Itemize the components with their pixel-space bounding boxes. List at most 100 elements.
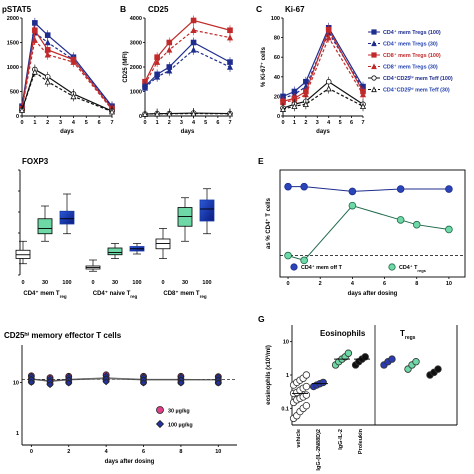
data-point-cd4mem100 [44,32,51,38]
y-tick-label: 60 [274,55,280,61]
y-tick-label: 20 [274,94,280,100]
data-point-dose100 [177,379,185,387]
data-point-cd4mem30 [190,46,197,53]
legend-marker [371,75,377,81]
x-tick-label: 1 [293,120,296,126]
dose-tick-label: 30 [42,280,48,286]
x-tick-label: 0 [30,449,33,455]
box-1-30 [107,247,123,256]
x-tick-label: 10 [215,449,221,455]
x-tick-label: 0 [281,120,284,126]
x-tick-label: 5 [339,120,342,126]
treg-point-2 [434,365,442,373]
x-tick-label: 4 [192,120,196,126]
data-point-cd4mem30 [226,63,234,70]
legend-label-memoff: CD4⁺ mem off T [301,264,343,271]
y-tick-label: 100 [271,16,280,22]
data-point-cd4memoff [348,187,357,196]
y-axis-label: eosinophils (x10³/ml) [265,345,272,405]
y-tick-label: 2000 [7,16,19,22]
x-tick-label: 10 [446,281,452,287]
panel-title: FOXP3 [22,157,49,166]
panel-label-e: E [258,156,264,166]
data-point-teff30 [190,110,197,117]
data-point-dose100 [214,379,222,387]
data-point-cd4mem30 [141,84,149,91]
legend-marker-dose30 [156,406,164,414]
x-axis-label: days [316,129,330,135]
x-tick-label: 6 [216,120,219,126]
panel-title: pSTAT5 [2,5,32,14]
eos-point-0 [302,401,311,410]
legend-label-teff100: CD4⁺CD25ʰⁱ mem Teff (100) [383,75,453,82]
legend-marker [371,29,377,35]
data-point-teff30 [325,85,332,92]
data-point-cd4mem100 [32,20,38,26]
plot-frame [279,169,466,278]
legend-label-cd4mem100: CD4⁺ mem Tregs (100) [383,29,441,36]
legend-label-cd4mem30: CD4⁺ mem Tregs (30) [383,41,438,48]
group-label: CD8⁺ mem Treg [163,290,206,299]
dose-tick-label: 100 [202,280,211,286]
panel-title-left: Eosinophils [320,329,366,338]
data-point-teff30 [141,110,149,117]
data-point-teff30 [279,105,287,112]
y-tick-label: 0.1 [281,406,289,412]
data-point-cd4mem30 [154,73,161,80]
x-tick-label: 7 [361,120,364,126]
x-tick-label: 4 [72,120,76,126]
x-tick-label: 6 [383,281,386,287]
data-point-cd4memoff [445,185,453,193]
legend-marker [371,52,377,58]
box-0-100 [59,210,75,225]
legend-label-dose100: 100 µg/kg [168,423,193,429]
y-tick-label: 500 [10,90,19,96]
x-tick-label: 4 [351,281,355,287]
data-point-teff30 [291,102,298,109]
data-point-dose100 [65,379,73,387]
x-tick-label: 2 [46,120,49,126]
box-0-30 [37,218,53,235]
data-point-cd8mem30 [70,58,77,65]
x-axis-label: days [181,129,195,135]
data-point-cd4mem100 [190,39,197,46]
treg-point-0 [388,355,396,363]
dose-tick-label: 100 [132,280,141,286]
data-point-cd4memoff [284,182,292,191]
category-label: vehicle [296,429,302,448]
data-point-teff30 [302,100,309,108]
y-tick-label: 1500 [7,41,19,47]
x-tick-label: 2 [168,120,171,126]
y-tick-label: 0 [139,114,142,120]
legend-marker [371,86,377,93]
legend-label-cd8mem100: CD8⁺ mem Tregs (100) [383,52,441,59]
category-label: IgG-(IL-2N88D)2 [316,429,322,471]
x-tick-label: 1 [33,120,36,126]
data-point-teff30 [226,110,234,117]
y-tick-label: 80 [274,36,280,42]
data-point-cd8mem100 [325,26,332,33]
y-axis-label: as % CD4⁺ T cells [265,197,272,249]
y-tick-label: 4000 [130,16,142,22]
x-tick-label: 6 [142,449,145,455]
eos-point-1 [319,378,327,387]
x-tick-label: 0 [143,120,146,126]
x-tick-label: 3 [316,120,319,126]
panel-label-c: C [256,4,262,14]
data-point-cd8mem30 [226,34,234,41]
data-point-cd4treg [445,225,453,234]
x-tick-label: 8 [415,281,418,287]
legend-marker [371,40,377,47]
data-point-cd8mem30 [190,26,197,34]
dose-tick-label: 100 [62,280,71,286]
panel-D: FOXP3 0 30 100 CD4⁺ mem Treg 0 30 100 CD4⁺ naive… [15,157,215,299]
panel-title: CD25 [148,5,169,14]
panel-A: 0 500 1000 1500 2000 0 1 2 3 4 5 6 7 days pSTAT5 [2,5,116,135]
y-tick-label: 1 [286,373,289,379]
x-tick-label: 6 [98,120,101,126]
y-tick-label: 40 [274,75,280,81]
data-point-cd4treg [412,220,421,229]
panel-title-right: Tregs [400,329,416,341]
x-tick-label: 2 [319,281,322,287]
legend-label-treg: CD4⁺ Tregs [399,264,427,273]
